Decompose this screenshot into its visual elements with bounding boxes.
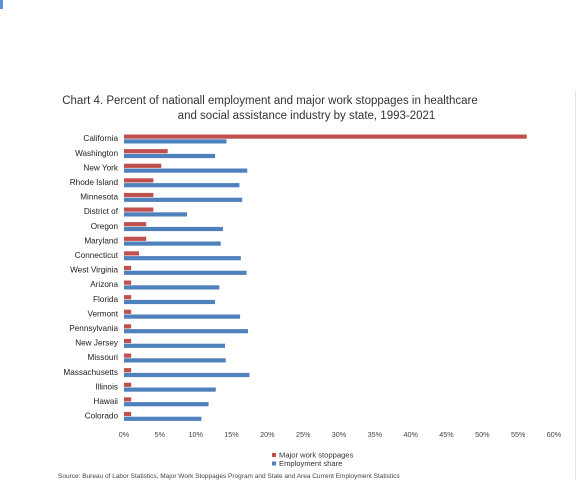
bars-group (124, 134, 527, 421)
bar-major-work-stoppages (124, 207, 154, 212)
chart-title-line-1: Chart 4. Percent of nationall employment… (62, 95, 478, 107)
bar-major-work-stoppages (124, 163, 162, 168)
bar-major-work-stoppages (124, 411, 132, 417)
category-label: Colorado (85, 412, 119, 421)
category-label: Hawaii (93, 397, 118, 406)
chart-title: Chart 4. Percent of nationall employment… (0, 94, 577, 124)
legend-label: Employment share (279, 459, 342, 468)
legend-swatch (272, 453, 276, 457)
bar-employment-share (124, 183, 240, 188)
bar-employment-share (124, 329, 248, 334)
x-tick-label: 0% (119, 430, 130, 439)
bar-major-work-stoppages (124, 295, 132, 300)
bar-employment-share (124, 372, 250, 378)
source-note: Source: Bureau of Labor Statistics, Majo… (58, 473, 400, 480)
bar-employment-share (124, 416, 202, 421)
bar-major-work-stoppages (124, 397, 132, 402)
bar-employment-share (124, 358, 226, 363)
category-label: Massachusetts (63, 368, 118, 377)
corner-mark (0, 0, 3, 9)
legend-label: Major work stoppages (279, 451, 353, 460)
x-tick-label: 10% (188, 430, 203, 439)
bar-employment-share (124, 241, 221, 246)
category-label: District of (84, 207, 119, 216)
category-label: Maryland (84, 236, 118, 245)
bar-major-work-stoppages (124, 265, 132, 271)
bar-major-work-stoppages (124, 149, 168, 154)
category-label: West Virginia (70, 266, 118, 275)
x-tick-label: 60% (547, 430, 562, 439)
frame-edge (575, 90, 576, 480)
bar-major-work-stoppages (124, 368, 132, 373)
bar-employment-share (124, 197, 243, 202)
category-label: Pennsylvania (69, 324, 118, 333)
bar-employment-share (124, 226, 223, 232)
x-tick-label: 50% (475, 430, 490, 439)
x-tick-label: 30% (332, 430, 347, 439)
bar-major-work-stoppages (124, 251, 140, 256)
category-label: New York (83, 163, 118, 172)
bar-major-work-stoppages (124, 382, 132, 387)
bar-employment-share (124, 299, 216, 305)
bar-employment-share (124, 256, 241, 261)
bar-major-work-stoppages (124, 178, 154, 183)
bar-major-work-stoppages (124, 324, 132, 329)
x-tick-label: 25% (296, 430, 311, 439)
category-labels: California Washington New York Rhode Island… (63, 134, 119, 420)
bar-employment-share (124, 285, 220, 290)
bar-major-work-stoppages (124, 222, 147, 227)
bar-major-work-stoppages (124, 280, 132, 285)
category-label: Vermont (88, 309, 119, 318)
x-tick-label: 40% (403, 430, 418, 439)
bar-major-work-stoppages (124, 134, 527, 139)
bar-employment-share (124, 168, 248, 173)
x-axis-ticks: 0% 5% 10% 15% 20% 25% 30% 35% 40% 45% 50% 55% 60% (119, 430, 562, 439)
chart-title-line-2: and social assistance industry by state,… (177, 110, 436, 122)
category-label: Oregon (91, 222, 119, 231)
x-tick-label: 45% (439, 430, 454, 439)
category-label: Arizona (90, 280, 118, 289)
bar-major-work-stoppages (124, 338, 132, 344)
x-tick-label: 55% (511, 430, 526, 439)
bar-major-work-stoppages (124, 192, 154, 198)
legend-swatch (272, 461, 276, 466)
bar-employment-share (124, 387, 216, 392)
category-label: Florida (93, 295, 118, 304)
category-label: Connecticut (75, 251, 119, 260)
category-label: Missouri (88, 353, 119, 362)
bar-employment-share (124, 153, 216, 159)
category-label: Minnesota (80, 193, 118, 202)
category-label: New Jersey (75, 339, 119, 348)
bar-employment-share (124, 212, 188, 217)
x-tick-label: 35% (368, 430, 383, 439)
bar-employment-share (124, 314, 241, 319)
bar-employment-share (124, 139, 227, 144)
category-label: Washington (75, 149, 118, 158)
bar-major-work-stoppages (124, 309, 132, 314)
x-tick-label: 5% (155, 430, 166, 439)
category-label: Illinois (95, 382, 118, 391)
bar-major-work-stoppages (124, 236, 147, 241)
bar-employment-share (124, 270, 247, 275)
x-tick-label: 15% (224, 430, 239, 439)
category-label: Rhode Island (70, 178, 119, 187)
bar-major-work-stoppages (124, 353, 132, 358)
category-label: California (83, 134, 118, 143)
bar-employment-share (124, 343, 226, 348)
bar-employment-share (124, 402, 209, 407)
x-tick-label: 20% (260, 430, 275, 439)
